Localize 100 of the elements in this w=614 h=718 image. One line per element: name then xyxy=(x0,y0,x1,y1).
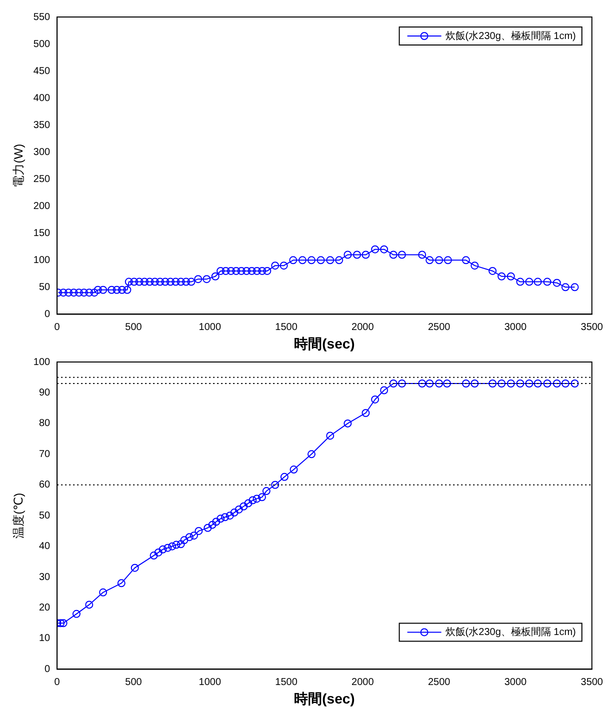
point xyxy=(240,502,248,510)
y-tick-label: 0 xyxy=(44,308,51,320)
x-tick-label: 500 xyxy=(125,322,142,333)
y-tick-label: 250 xyxy=(33,174,51,185)
point xyxy=(280,472,288,481)
y-tick-label: 200 xyxy=(33,200,51,212)
y-tick-label: 30 xyxy=(38,572,51,583)
x-tick-label: 1000 xyxy=(198,322,222,333)
y-tick-label: 90 xyxy=(38,387,51,398)
y-tick-label: 300 xyxy=(33,146,51,158)
point xyxy=(380,386,388,394)
point xyxy=(552,380,561,388)
legend-label: 炊飯(水230g、極板間隔 1cm) xyxy=(445,626,576,638)
point xyxy=(426,380,434,388)
point xyxy=(244,499,252,508)
legend-label: 炊飯(水230g、極板間隔 1cm) xyxy=(445,30,576,42)
y-tick-label: 20 xyxy=(38,602,51,614)
y-tick-label: 350 xyxy=(33,120,51,131)
point xyxy=(362,408,370,417)
point xyxy=(99,588,108,596)
point xyxy=(252,494,261,503)
point xyxy=(150,552,158,560)
x-tick-label: 0 xyxy=(54,322,60,333)
point xyxy=(130,564,139,572)
x-axis-title: 時間(sec) xyxy=(294,335,355,352)
point xyxy=(344,419,352,428)
point xyxy=(561,380,570,388)
x-tick-label: 3500 xyxy=(580,676,604,688)
x-tick-label: 3500 xyxy=(580,322,604,333)
y-tick-label: 500 xyxy=(33,38,51,50)
y-tick-label: 0 xyxy=(44,664,51,675)
point xyxy=(216,514,225,523)
point xyxy=(516,380,524,388)
x-tick-label: 2000 xyxy=(352,676,374,688)
y-tick-label: 50 xyxy=(38,282,51,293)
x-tick-label: 3000 xyxy=(504,322,528,333)
y-tick-label: 80 xyxy=(38,418,51,430)
point xyxy=(435,380,444,388)
point xyxy=(290,466,298,474)
point xyxy=(154,548,162,556)
point xyxy=(258,493,266,502)
point xyxy=(498,380,506,388)
point xyxy=(190,532,198,540)
x-tick-label: 0 xyxy=(54,676,60,688)
x-tick-label: 2500 xyxy=(428,676,451,688)
y-tick-label: 50 xyxy=(38,510,51,522)
point xyxy=(462,380,470,388)
point xyxy=(117,579,126,588)
point xyxy=(226,512,234,520)
point xyxy=(168,542,176,550)
point xyxy=(506,380,515,388)
x-tick-label: 3000 xyxy=(504,676,528,688)
point xyxy=(164,544,172,552)
y-tick-label: 40 xyxy=(38,541,51,552)
point xyxy=(398,380,406,388)
point xyxy=(262,487,270,496)
y-tick-label: 10 xyxy=(38,633,51,644)
y-tick-label: 400 xyxy=(33,92,51,104)
point xyxy=(418,380,426,388)
point xyxy=(525,380,534,388)
y-tick-label: 100 xyxy=(33,356,51,368)
point xyxy=(204,524,212,532)
point xyxy=(212,518,220,526)
x-tick-label: 1000 xyxy=(198,676,222,688)
point xyxy=(158,545,167,554)
point xyxy=(443,380,452,388)
y-tick-label: 70 xyxy=(38,448,51,460)
y-axis-title: 温度(℃) xyxy=(12,492,26,538)
x-tick-label: 1500 xyxy=(275,676,298,688)
point xyxy=(326,432,334,440)
point xyxy=(221,513,230,522)
point xyxy=(248,496,257,504)
point xyxy=(59,619,68,628)
point xyxy=(371,395,380,404)
x-tick-label: 1500 xyxy=(275,322,298,333)
point xyxy=(534,380,542,388)
point xyxy=(176,540,185,548)
point xyxy=(57,619,65,628)
point xyxy=(570,380,579,388)
x-tick-label: 2000 xyxy=(352,322,374,333)
x-tick-label: 2500 xyxy=(428,322,451,333)
point xyxy=(180,536,188,544)
y-tick-label: 60 xyxy=(38,480,51,491)
point xyxy=(488,380,497,388)
y-tick-label: 100 xyxy=(33,254,51,266)
point xyxy=(234,505,243,514)
y-tick-label: 450 xyxy=(33,66,51,77)
y-tick-label: 150 xyxy=(33,228,51,239)
x-axis-title: 時間(sec) xyxy=(294,690,355,706)
x-tick-label: 500 xyxy=(125,676,142,688)
point xyxy=(470,380,479,388)
point xyxy=(543,380,552,388)
point xyxy=(271,480,280,489)
point xyxy=(72,610,80,618)
point xyxy=(230,508,238,517)
point xyxy=(185,533,194,542)
point xyxy=(389,380,398,388)
point xyxy=(194,526,203,535)
point xyxy=(208,520,216,529)
y-tick-label: 550 xyxy=(33,12,51,23)
